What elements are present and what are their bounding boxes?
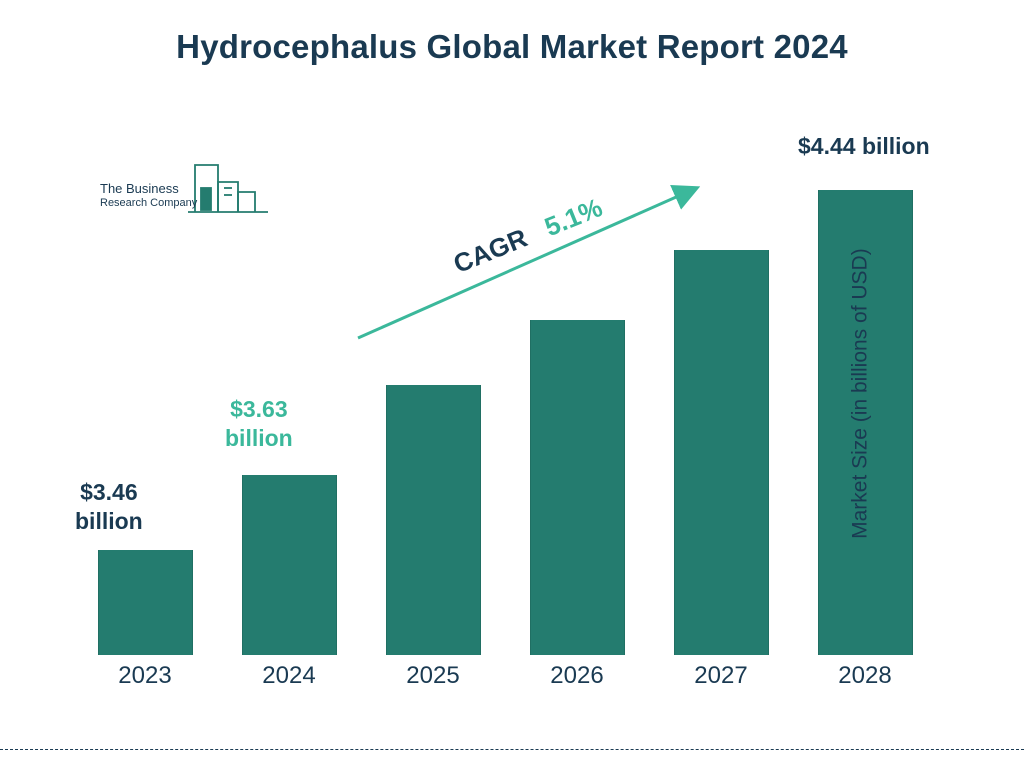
data-label-2028: $4.44 billion [798,132,930,161]
bar-2024 [242,475,337,655]
x-label-4: 2027 [656,662,786,690]
x-label-1: 2024 [224,662,354,690]
data-label-2023-line2: billion [75,508,143,534]
bar-2026 [530,320,625,655]
bar-wrapper-2024 [224,475,354,655]
data-label-2024: $3.63 billion [225,395,293,453]
bar-wrapper-2023 [80,550,210,655]
bar-2025 [386,385,481,655]
bar-wrapper-2025 [368,385,498,655]
footer-dashed-line [0,749,1024,750]
chart-area: 2023 2024 2025 2026 2027 2028 [70,130,940,690]
x-label-3: 2026 [512,662,642,690]
x-axis-labels: 2023 2024 2025 2026 2027 2028 [70,662,940,690]
bar-2023 [98,550,193,655]
data-label-2023: $3.46 billion [75,478,143,536]
x-label-0: 2023 [80,662,210,690]
bar-2027 [674,250,769,655]
x-label-2: 2025 [368,662,498,690]
chart-title: Hydrocephalus Global Market Report 2024 [0,0,1024,66]
data-label-2024-line1: $3.63 [230,396,288,422]
bar-wrapper-2026 [512,320,642,655]
bar-wrapper-2027 [656,250,786,655]
y-axis-label: Market Size (in billions of USD) [849,248,873,539]
data-label-2028-line1: $4.44 billion [798,133,930,159]
data-label-2024-line2: billion [225,425,293,451]
data-label-2023-line1: $3.46 [80,479,138,505]
x-label-5: 2028 [800,662,930,690]
bars-container [70,135,940,655]
